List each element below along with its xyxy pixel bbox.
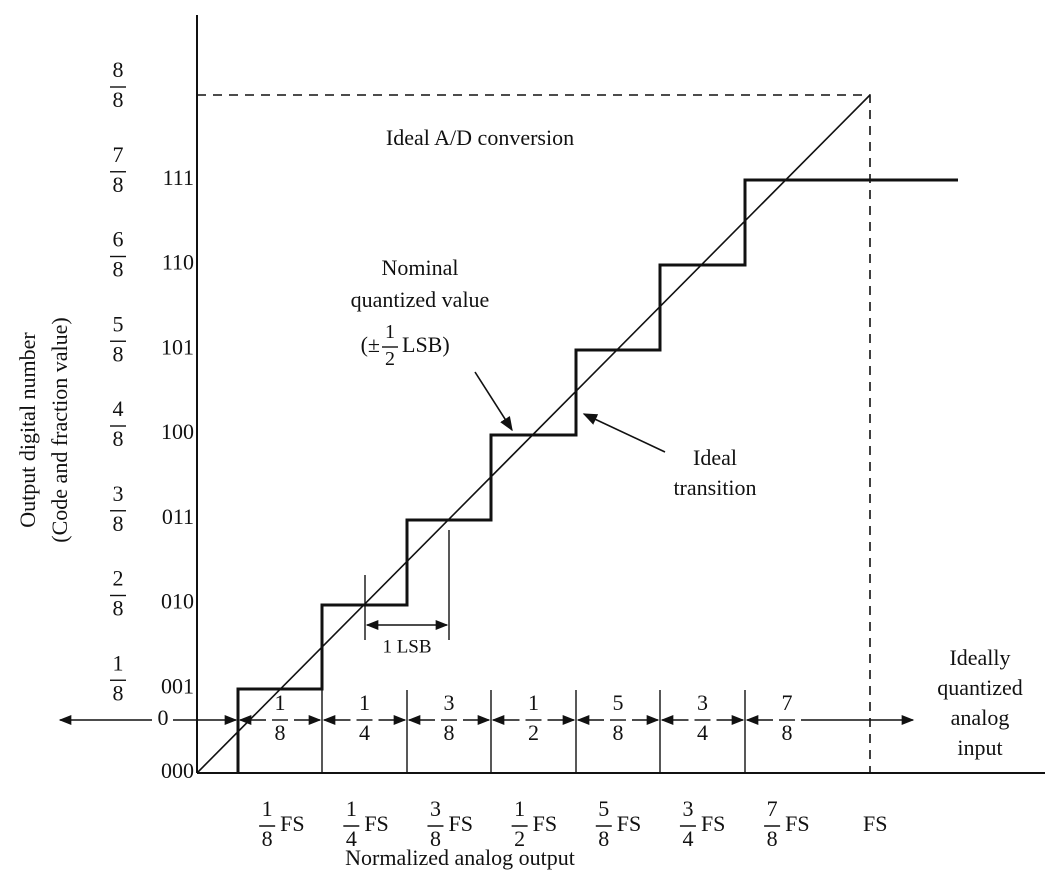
label: 0: [158, 705, 169, 730]
fraction-denominator: 8: [430, 826, 441, 851]
code-label: 101: [161, 334, 194, 359]
fraction-numerator: 6: [113, 227, 124, 252]
fraction-denominator: 8: [262, 826, 273, 851]
fraction-denominator: 4: [359, 720, 370, 745]
code-label: 001: [161, 673, 194, 698]
fraction-numerator: 7: [782, 690, 793, 715]
fraction-denominator: 2: [514, 826, 525, 851]
fraction-numerator: 1: [385, 321, 395, 343]
x-axis-title: Normalized analog output: [345, 845, 575, 870]
y-axis-title: (Code and fraction value): [47, 317, 72, 542]
fraction-numerator: 7: [113, 142, 124, 167]
fraction-denominator: 2: [385, 348, 395, 370]
diagram: Ideal A/D conversion Nominal quantized v…: [0, 0, 1045, 887]
x-tick-unit: FS: [863, 811, 887, 836]
fraction-denominator: 4: [346, 826, 357, 851]
code-label: 000: [161, 758, 194, 783]
fraction-numerator: 3: [682, 796, 693, 821]
label: Nominal: [382, 255, 459, 280]
x-tick-unit: FS: [701, 811, 725, 836]
x-tick-unit: FS: [280, 811, 304, 836]
fraction-denominator: 8: [113, 680, 124, 705]
label: (±: [361, 332, 380, 357]
label: analog: [951, 705, 1010, 730]
code-label: 111: [163, 165, 194, 190]
fraction-numerator: 1: [262, 796, 273, 821]
code-label: 100: [161, 419, 194, 444]
fraction-denominator: 8: [598, 826, 609, 851]
x-tick-unit: FS: [617, 811, 641, 836]
fraction-numerator: 3: [697, 690, 708, 715]
x-tick-unit: FS: [448, 811, 472, 836]
x-tick-unit: FS: [533, 811, 557, 836]
label: quantized: [937, 675, 1023, 700]
label: Ideal A/D conversion: [386, 125, 574, 150]
fraction-denominator: 8: [113, 172, 124, 197]
fraction-denominator: 8: [113, 596, 124, 621]
fraction-numerator: 3: [113, 481, 124, 506]
fraction-numerator: 1: [514, 796, 525, 821]
fraction-denominator: 8: [113, 426, 124, 451]
fraction-numerator: 7: [767, 796, 778, 821]
fraction-denominator: 8: [113, 341, 124, 366]
label: transition: [673, 475, 756, 500]
fraction-denominator: 8: [767, 826, 778, 851]
fraction-denominator: 8: [113, 511, 124, 536]
fraction-numerator: 1: [113, 650, 124, 675]
fraction-numerator: 1: [359, 690, 370, 715]
fraction-denominator: 4: [682, 826, 693, 851]
arrow: [475, 372, 512, 430]
fraction-denominator: 8: [113, 257, 124, 282]
code-label: 010: [161, 589, 194, 614]
fraction-denominator: 8: [613, 720, 624, 745]
x-tick-unit: FS: [785, 811, 809, 836]
fraction-numerator: 1: [346, 796, 357, 821]
label: Ideal: [693, 445, 737, 470]
fraction-denominator: 4: [697, 720, 708, 745]
fraction-numerator: 5: [113, 311, 124, 336]
code-label: 110: [162, 250, 194, 275]
fraction-denominator: 8: [444, 720, 455, 745]
y-axis-title: Output digital number: [15, 332, 40, 528]
fraction-numerator: 5: [613, 690, 624, 715]
label: 1 LSB: [382, 636, 431, 657]
code-label: 011: [162, 504, 194, 529]
fraction-numerator: 4: [113, 396, 124, 421]
fraction-numerator: 1: [275, 690, 286, 715]
fraction-numerator: 5: [598, 796, 609, 821]
label: input: [957, 735, 1002, 760]
fraction-numerator: 3: [430, 796, 441, 821]
staircase: [238, 180, 958, 773]
arrow: [584, 414, 665, 452]
fraction-numerator: 3: [444, 690, 455, 715]
label: quantized value: [351, 287, 490, 312]
fraction-denominator: 2: [528, 720, 539, 745]
label: LSB): [402, 332, 450, 357]
fraction-denominator: 8: [782, 720, 793, 745]
x-tick-unit: FS: [364, 811, 388, 836]
fraction-numerator: 1: [528, 690, 539, 715]
fraction-denominator: 8: [275, 720, 286, 745]
fraction-numerator: 8: [113, 57, 124, 82]
label: Ideally: [949, 645, 1010, 670]
fraction-denominator: 8: [113, 87, 124, 112]
fraction-numerator: 2: [113, 566, 124, 591]
